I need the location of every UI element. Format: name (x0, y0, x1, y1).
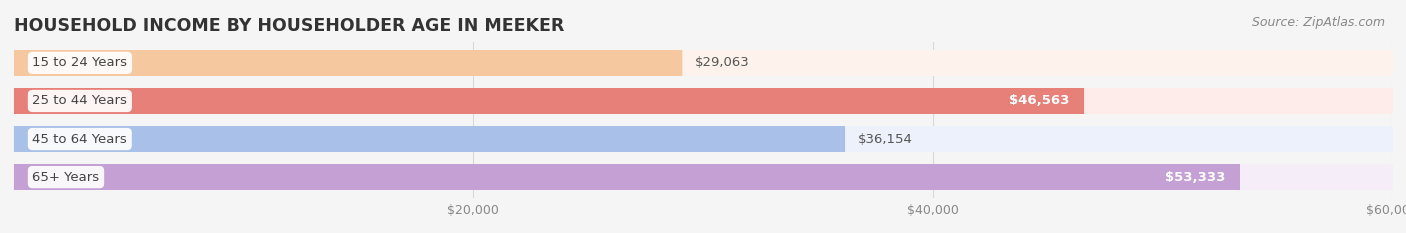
Text: 15 to 24 Years: 15 to 24 Years (32, 56, 128, 69)
Bar (14, 126, 1392, 152)
Bar (14, 88, 1084, 114)
Text: Source: ZipAtlas.com: Source: ZipAtlas.com (1251, 16, 1385, 29)
Bar (14, 50, 682, 76)
Text: $29,063: $29,063 (695, 56, 749, 69)
Text: 25 to 44 Years: 25 to 44 Years (32, 94, 128, 107)
Text: $53,333: $53,333 (1164, 171, 1225, 184)
Text: $46,563: $46,563 (1010, 94, 1070, 107)
Bar (14, 126, 845, 152)
Bar (14, 164, 1392, 190)
Bar (14, 88, 1392, 114)
Bar (14, 50, 1392, 76)
Text: 65+ Years: 65+ Years (32, 171, 100, 184)
Text: $36,154: $36,154 (858, 133, 912, 146)
Bar (14, 164, 1239, 190)
Text: HOUSEHOLD INCOME BY HOUSEHOLDER AGE IN MEEKER: HOUSEHOLD INCOME BY HOUSEHOLDER AGE IN M… (14, 17, 564, 35)
Text: 45 to 64 Years: 45 to 64 Years (32, 133, 127, 146)
